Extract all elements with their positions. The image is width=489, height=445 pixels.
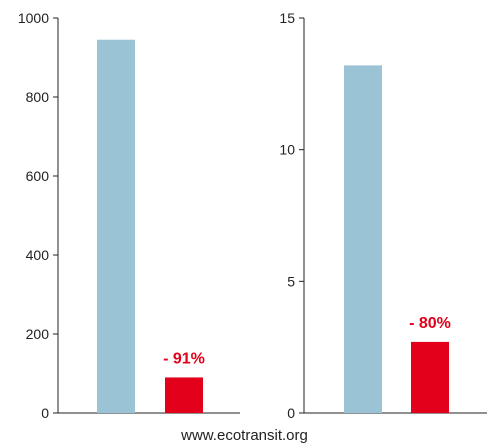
y-tick-label: 15: [279, 10, 295, 26]
y-tick-label: 800: [26, 89, 50, 105]
y-tick-label: 0: [41, 405, 49, 421]
y-tick-label: 200: [26, 326, 50, 342]
y-tick-label: 1000: [18, 10, 49, 26]
bar: [165, 377, 203, 413]
y-tick-label: 10: [279, 142, 295, 158]
y-tick-label: 0: [287, 405, 295, 421]
bar: [411, 341, 449, 413]
bar: [97, 39, 135, 413]
y-tick-label: 5: [287, 273, 295, 289]
y-tick-label: 600: [26, 168, 50, 184]
bar: [344, 65, 382, 414]
y-tick-label: 400: [26, 247, 50, 263]
source-note: www.ecotransit.org: [181, 427, 308, 444]
reduction-annotation: - 91%: [163, 350, 205, 367]
reduction-annotation: - 80%: [409, 315, 451, 332]
